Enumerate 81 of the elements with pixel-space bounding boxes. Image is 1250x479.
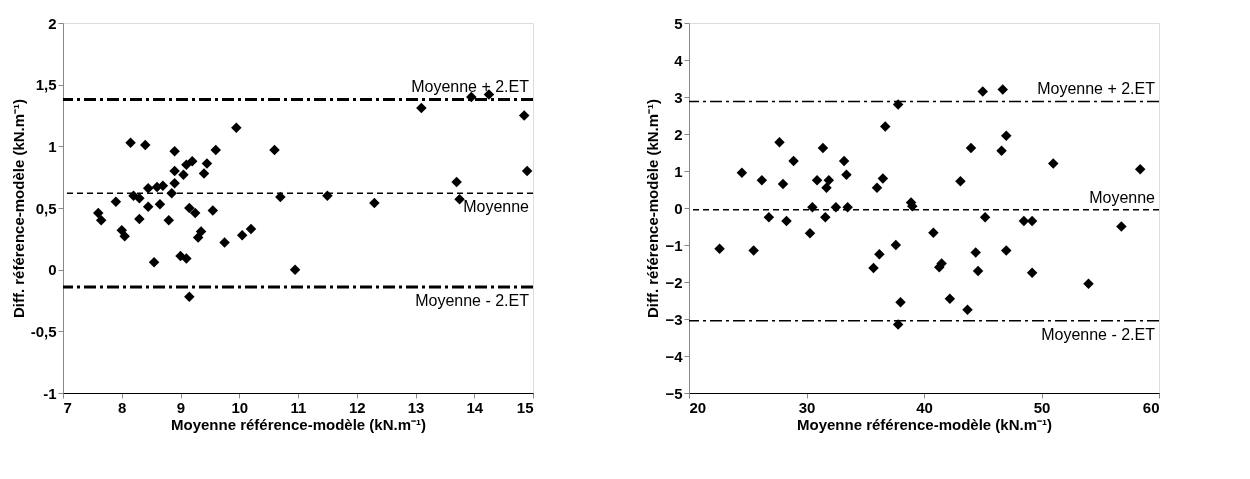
y-axis-title: Diff. référence-modèle (kN.m⁻¹) xyxy=(644,98,662,319)
point xyxy=(163,215,174,226)
point xyxy=(187,155,198,167)
point xyxy=(322,190,333,201)
ref-line-label: Moyenne + 2.ET xyxy=(411,78,530,96)
point xyxy=(210,144,221,156)
point xyxy=(95,215,107,226)
y-tick-label: -1 xyxy=(43,384,57,402)
point xyxy=(369,197,380,209)
x-tick-label: 30 xyxy=(798,398,816,416)
point xyxy=(154,199,166,210)
x-tick-label: 20 xyxy=(689,398,707,416)
y-tick-label: 0 xyxy=(48,261,57,279)
x-axis-title: Moyenne référence-modèle (kN.m⁻¹) xyxy=(170,415,427,433)
x-tick-label: 14 xyxy=(466,398,484,416)
point xyxy=(140,139,151,151)
x-tick-label: 7 xyxy=(63,398,72,416)
x-axis-title: Moyenne référence-modèle (kN.m⁻¹) xyxy=(796,415,1053,433)
ref-line-label: Moyenne xyxy=(1089,188,1156,206)
point xyxy=(521,165,533,177)
point xyxy=(169,165,180,177)
y-tick-label: 5 xyxy=(674,14,683,32)
point xyxy=(289,264,301,275)
point xyxy=(142,201,154,213)
point xyxy=(207,205,219,216)
x-tick-label: 40 xyxy=(916,398,933,416)
y-tick-label: 3 xyxy=(674,88,683,106)
point xyxy=(518,110,530,121)
ref-line-label: Moyenne xyxy=(463,198,530,216)
x-tick-label: 9 xyxy=(176,398,186,416)
point xyxy=(236,229,248,241)
ref-line-label: Moyenne + 2.ET xyxy=(1037,80,1156,98)
x-tick-label: 8 xyxy=(118,398,127,416)
y-tick-label: 1 xyxy=(674,162,683,180)
y-tick-label: 0,5 xyxy=(35,199,57,217)
y-tick-label: 1,5 xyxy=(35,76,57,94)
point xyxy=(134,213,145,225)
x-tick-label: 15 xyxy=(516,398,534,416)
point xyxy=(245,223,257,235)
point xyxy=(178,169,189,180)
point xyxy=(198,168,210,179)
x-tick-label: 50 xyxy=(1033,398,1051,416)
y-tick-label: 2 xyxy=(48,14,57,32)
point xyxy=(169,178,180,189)
point xyxy=(148,257,160,268)
point xyxy=(125,137,136,148)
point xyxy=(110,196,122,208)
point xyxy=(195,226,207,237)
y-tick-label: 2 xyxy=(674,125,683,143)
point xyxy=(93,207,104,219)
point xyxy=(416,102,427,114)
y-tick-label: 1 xyxy=(48,137,57,155)
point xyxy=(454,194,465,205)
y-axis-title: Diff. référence-modèle (kN.m⁻¹) xyxy=(9,98,27,319)
ref-line-label: Moyenne - 2.ET xyxy=(1041,325,1156,343)
point xyxy=(184,202,195,214)
point xyxy=(451,176,462,188)
point xyxy=(201,158,213,169)
point xyxy=(142,183,154,194)
x-tick-label: 13 xyxy=(407,398,425,416)
x-tick-label: 11 xyxy=(290,398,307,416)
y-tick-label: −2 xyxy=(665,273,683,291)
point xyxy=(181,253,192,264)
y-tick-label: 4 xyxy=(674,51,684,69)
point xyxy=(189,207,201,219)
y-tick-label: −3 xyxy=(665,310,683,328)
point xyxy=(184,291,195,303)
y-tick-label: −5 xyxy=(665,384,683,402)
x-tick-label: 12 xyxy=(348,398,366,416)
y-tick-label: -0,5 xyxy=(30,322,57,340)
point xyxy=(169,146,180,157)
point xyxy=(119,231,130,242)
point xyxy=(231,122,242,134)
x-tick-label: 60 xyxy=(1142,398,1160,416)
ref-line-label: Moyenne - 2.ET xyxy=(415,291,530,309)
point xyxy=(219,237,230,248)
x-tick-label: 10 xyxy=(231,398,249,416)
y-tick-label: 0 xyxy=(674,199,683,217)
y-tick-label: −1 xyxy=(665,236,683,254)
point xyxy=(269,144,280,156)
y-tick-label: −4 xyxy=(665,347,684,365)
